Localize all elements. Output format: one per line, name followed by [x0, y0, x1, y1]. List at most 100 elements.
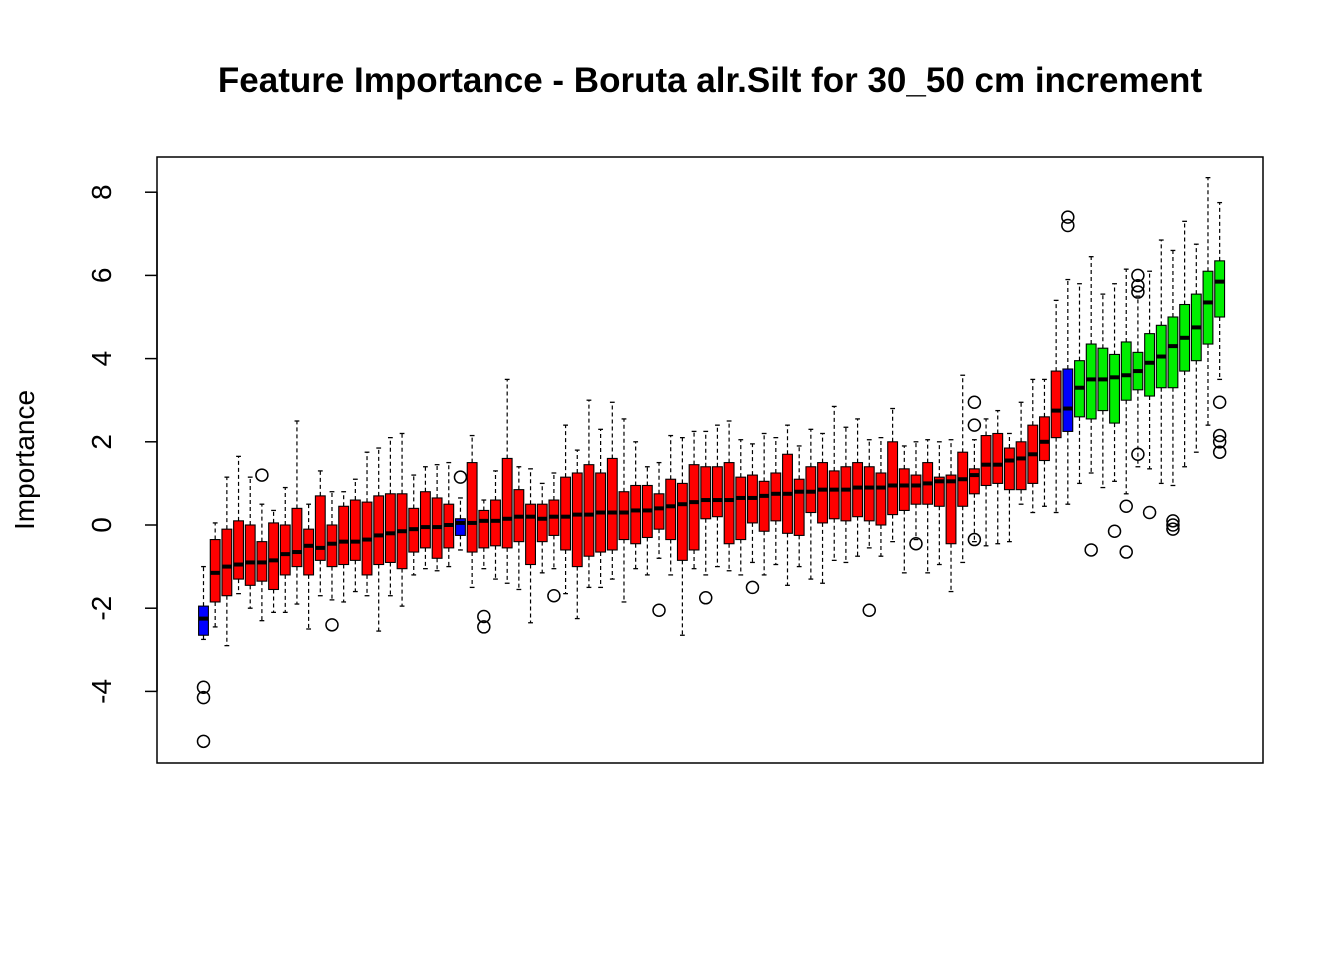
box-13 — [338, 491, 350, 603]
box-body — [793, 478, 805, 536]
outlier-point — [1084, 543, 1098, 557]
outlier-point — [453, 470, 468, 484]
outlier-point — [1107, 524, 1122, 538]
box-83 — [1155, 239, 1167, 485]
box-74 — [1050, 299, 1062, 514]
box-56 — [840, 426, 852, 564]
box-11 — [314, 470, 326, 597]
box-10 — [303, 503, 315, 630]
box-body — [478, 509, 490, 549]
box-body — [1050, 370, 1062, 439]
box-86 — [1190, 243, 1202, 453]
box-body — [268, 522, 280, 591]
box-69 — [992, 409, 1004, 545]
outlier-point — [1212, 445, 1227, 459]
y-tick-label: 0 — [86, 517, 117, 533]
box-body — [630, 484, 642, 545]
box-34 — [583, 399, 595, 589]
box-body — [279, 524, 291, 576]
outlier-point — [909, 536, 923, 551]
box-25 — [477, 499, 491, 634]
box-1 — [196, 565, 211, 749]
box-48 — [745, 443, 760, 595]
box-body — [571, 472, 583, 568]
y-axis: -4 -2 0 2 4 6 8 — [86, 184, 158, 704]
box-85 — [1179, 220, 1191, 468]
box-body — [560, 476, 572, 551]
box-16 — [373, 447, 385, 632]
outlier-point — [1212, 428, 1227, 443]
box-body — [221, 528, 233, 597]
box-59 — [875, 436, 887, 557]
box-body — [910, 474, 922, 505]
y-tick-label: 4 — [86, 351, 117, 367]
box-body — [1085, 343, 1097, 420]
box-24 — [466, 434, 478, 589]
outlier-point — [967, 532, 982, 547]
box-20 — [419, 466, 431, 570]
box-66 — [957, 374, 969, 564]
y-axis-label: Importance — [9, 390, 40, 530]
box-21 — [431, 464, 443, 572]
box-body — [1167, 316, 1179, 389]
box-body — [770, 472, 782, 522]
box-body — [606, 457, 618, 551]
box-body — [583, 464, 595, 557]
box-body — [303, 528, 315, 576]
outlier-point — [1166, 518, 1180, 532]
box-body — [490, 499, 501, 547]
box-body — [349, 499, 361, 561]
box-76 — [1074, 283, 1085, 485]
box-6 — [255, 468, 269, 622]
box-45 — [711, 424, 723, 568]
outlier-point — [547, 588, 561, 603]
box-body — [945, 474, 957, 545]
box-28 — [513, 466, 525, 591]
box-35 — [595, 428, 607, 589]
box-4 — [233, 455, 244, 595]
box-body — [1062, 368, 1074, 432]
box-body — [723, 462, 735, 545]
outlier-point — [1166, 514, 1180, 528]
outlier-point — [325, 618, 339, 632]
box-26 — [490, 470, 501, 580]
box-57 — [852, 418, 864, 557]
box-body — [887, 441, 899, 516]
plot-frame — [156, 156, 1264, 764]
box-body — [653, 493, 665, 530]
box-body — [525, 503, 536, 566]
box-body — [1039, 416, 1050, 462]
outlier-point — [196, 734, 211, 749]
box-36 — [606, 401, 618, 580]
box-12 — [325, 491, 339, 632]
box-52 — [793, 445, 805, 568]
outlier-point — [745, 580, 760, 595]
box-body — [455, 518, 466, 536]
box-88 — [1212, 201, 1227, 459]
box-body — [466, 462, 478, 553]
box-84 — [1166, 249, 1180, 536]
box-42 — [676, 436, 688, 636]
box-72 — [1027, 378, 1039, 514]
box-body — [898, 468, 910, 511]
box-14 — [349, 478, 361, 593]
box-31 — [547, 472, 561, 603]
y-tick-label: 8 — [86, 184, 117, 200]
outlier-point — [255, 468, 269, 482]
box-body — [828, 470, 840, 520]
box-23 — [453, 470, 468, 551]
box-44 — [698, 430, 713, 605]
box-27 — [501, 378, 513, 584]
box-body — [805, 466, 817, 514]
box-body — [711, 466, 723, 518]
outlier-point — [1119, 499, 1133, 514]
box-body — [198, 605, 209, 636]
box-37 — [618, 418, 630, 603]
box-81 — [1131, 268, 1145, 468]
box-75 — [1061, 210, 1075, 505]
box-68 — [980, 418, 992, 547]
box-73 — [1039, 378, 1050, 507]
outlier-point — [477, 609, 491, 624]
box-body — [209, 539, 221, 603]
